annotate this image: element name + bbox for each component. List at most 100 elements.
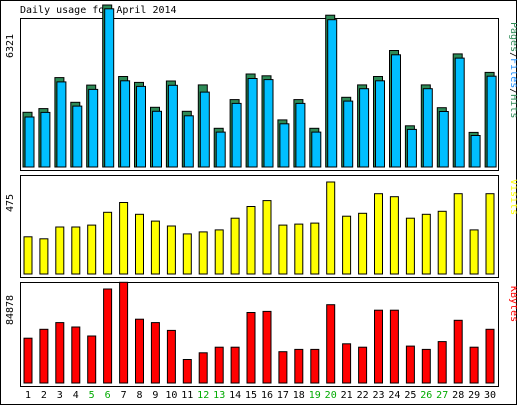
bar-visits-day-9 xyxy=(150,220,160,275)
bar-visits-day-1 xyxy=(23,236,33,275)
bar-kbytes-day-13 xyxy=(214,346,224,384)
bar-files-day-4 xyxy=(72,105,83,168)
bar-files-day-7 xyxy=(120,80,131,168)
x-axis-labels: 1 2 3 4 5 6 7 8 9 10 11 12 13 14 15 16 17 18 19 20 21 22 23 24 2… xyxy=(25,390,496,401)
bar-kbytes-day-4 xyxy=(71,326,81,384)
bar-files-day-19 xyxy=(311,131,322,168)
legend-item: Files xyxy=(508,58,517,88)
bar-kbytes-day-7 xyxy=(119,281,129,384)
bar-files-day-16 xyxy=(263,79,274,168)
x-tick-label-day-23: 23 xyxy=(372,390,384,401)
bar-kbytes-day-9 xyxy=(150,322,160,384)
legend-kbytes: KBytes xyxy=(508,286,517,322)
x-tick-label-day-6: 6 xyxy=(105,390,111,401)
bar-files-day-20 xyxy=(327,19,338,168)
bar-kbytes-day-27 xyxy=(437,341,447,384)
legend-item: / xyxy=(508,52,517,58)
bar-files-day-27 xyxy=(438,111,449,168)
bar-kbytes-day-3 xyxy=(55,322,65,384)
bar-visits-day-5 xyxy=(87,224,97,275)
bar-kbytes-day-11 xyxy=(182,359,192,384)
bar-visits-day-27 xyxy=(437,210,447,275)
bar-files-day-5 xyxy=(88,88,99,168)
bar-kbytes-day-23 xyxy=(374,309,383,384)
panel-kbytes: 84878 KBytes xyxy=(5,281,517,387)
bar-kbytes-day-22 xyxy=(358,346,368,384)
x-tick-label-day-10: 10 xyxy=(165,390,177,401)
x-tick-label-day-7: 7 xyxy=(121,390,127,401)
bar-visits-day-2 xyxy=(39,238,49,275)
bar-files-day-22 xyxy=(359,88,370,168)
bar-kbytes-day-21 xyxy=(342,343,352,384)
bar-kbytes-day-10 xyxy=(166,329,176,384)
bar-kbytes-day-30 xyxy=(485,328,495,384)
x-tick-label-day-25: 25 xyxy=(404,390,416,401)
bar-visits-day-28 xyxy=(453,193,463,275)
legend-item: / xyxy=(508,88,517,94)
x-tick-label-day-21: 21 xyxy=(341,390,353,401)
bar-visits-day-29 xyxy=(469,229,479,275)
bar-kbytes-day-25 xyxy=(405,345,415,384)
legend-item: Hits xyxy=(508,94,517,118)
bar-visits-day-14 xyxy=(230,217,240,275)
bar-files-day-8 xyxy=(136,85,146,168)
y-max-label: 84878 xyxy=(5,295,16,325)
bar-visits-day-23 xyxy=(374,193,383,275)
x-tick-label-day-14: 14 xyxy=(229,390,241,401)
bar-kbytes-day-12 xyxy=(198,352,208,384)
bar-files-day-29 xyxy=(470,135,481,168)
x-tick-label-day-8: 8 xyxy=(136,390,142,401)
bar-visits-day-12 xyxy=(198,231,208,275)
bar-visits-day-11 xyxy=(182,233,192,275)
bar-kbytes-day-29 xyxy=(469,346,479,384)
x-tick-label-day-22: 22 xyxy=(357,390,369,401)
x-tick-label-day-27: 27 xyxy=(436,390,448,401)
bar-kbytes-day-6 xyxy=(103,288,113,384)
legend-text: Pages/Files/Hits xyxy=(508,22,517,118)
bar-kbytes-day-24 xyxy=(389,309,399,384)
bar-files-day-13 xyxy=(215,131,226,168)
bar-kbytes-day-17 xyxy=(278,351,288,384)
bar-kbytes-day-2 xyxy=(39,328,49,384)
x-tick-label-day-18: 18 xyxy=(293,390,305,401)
bar-kbytes-day-5 xyxy=(87,335,97,384)
bar-kbytes-day-20 xyxy=(326,304,336,384)
bar-files-day-11 xyxy=(183,115,194,168)
bar-visits-day-8 xyxy=(135,213,144,275)
bar-visits-day-18 xyxy=(294,223,304,275)
panel-frame xyxy=(20,175,499,278)
bar-files-day-15 xyxy=(247,78,258,168)
legend-item: Visits xyxy=(508,179,517,215)
bar-kbytes-day-26 xyxy=(421,348,431,384)
bar-visits-day-16 xyxy=(262,200,272,275)
x-tick-label-day-29: 29 xyxy=(468,390,480,401)
bar-kbytes-day-15 xyxy=(246,312,256,384)
bar-visits-day-17 xyxy=(278,224,288,275)
bar-visits-day-6 xyxy=(103,211,113,275)
y-max-label: 475 xyxy=(5,194,16,212)
bar-visits-day-20 xyxy=(326,181,336,275)
bar-files-day-28 xyxy=(454,57,465,168)
legend-item: Pages xyxy=(508,22,517,52)
x-tick-label-day-2: 2 xyxy=(41,390,47,401)
bar-kbytes-day-18 xyxy=(294,348,304,384)
bar-kbytes-day-14 xyxy=(230,346,240,384)
x-tick-label-day-15: 15 xyxy=(245,390,257,401)
panel-frame xyxy=(20,18,499,171)
x-tick-label-day-20: 20 xyxy=(325,390,337,401)
bar-kbytes-day-28 xyxy=(453,319,463,384)
legend-visits: Visits xyxy=(508,179,517,215)
x-tick-label-day-12: 12 xyxy=(197,390,209,401)
x-tick-label-day-4: 4 xyxy=(73,390,79,401)
y-max-label: 6321 xyxy=(5,34,16,58)
bar-files-day-2 xyxy=(40,111,51,168)
bar-visits-day-19 xyxy=(310,222,320,275)
x-tick-label-day-17: 17 xyxy=(277,390,289,401)
bar-files-day-12 xyxy=(199,91,210,168)
bar-files-day-25 xyxy=(406,128,417,168)
bar-visits-day-3 xyxy=(55,226,65,275)
bar-files-day-9 xyxy=(152,110,162,168)
